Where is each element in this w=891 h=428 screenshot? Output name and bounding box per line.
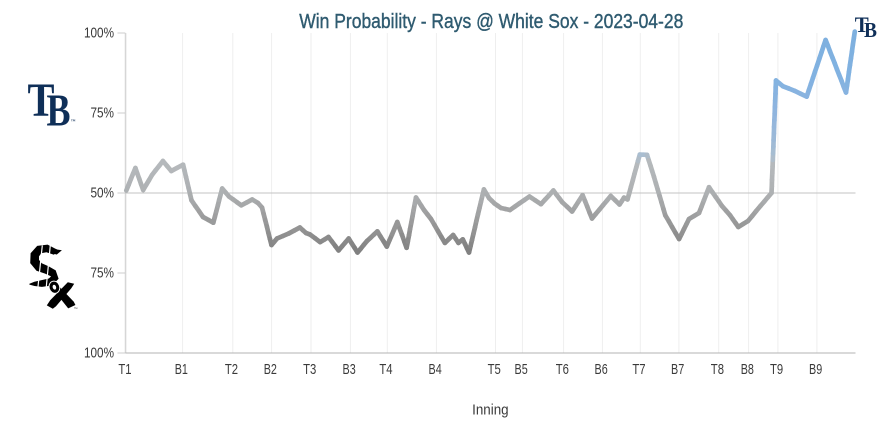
svg-text:Win Probability - Rays @ White: Win Probability - Rays @ White Sox - 202… (299, 11, 683, 33)
svg-text:B6: B6 (595, 361, 608, 378)
svg-text:B5: B5 (515, 361, 528, 378)
svg-text:T5: T5 (488, 361, 501, 378)
svg-text:B2: B2 (264, 361, 277, 378)
svg-text:B9: B9 (809, 361, 822, 378)
svg-text:T9: T9 (770, 361, 783, 378)
svg-text:75%: 75% (91, 265, 115, 282)
svg-text:T2: T2 (225, 361, 238, 378)
svg-text:T: T (855, 12, 869, 37)
svg-text:50%: 50% (91, 185, 115, 202)
svg-text:T3: T3 (303, 361, 316, 378)
svg-text:T4: T4 (379, 361, 392, 378)
svg-text:T6: T6 (556, 361, 569, 378)
svg-text:T8: T8 (711, 361, 724, 378)
svg-text:75%: 75% (91, 105, 115, 122)
svg-text:B3: B3 (343, 361, 356, 378)
svg-text:100%: 100% (84, 25, 114, 42)
svg-text:100%: 100% (84, 345, 114, 362)
svg-text:T: T (28, 74, 55, 127)
svg-text:™: ™ (70, 119, 76, 124)
svg-text:B7: B7 (671, 361, 684, 378)
svg-text:Inning: Inning (472, 402, 509, 419)
svg-text:™: ™ (74, 306, 78, 311)
svg-text:B4: B4 (429, 361, 442, 378)
svg-text:T7: T7 (632, 361, 645, 378)
svg-text:B8: B8 (741, 361, 754, 378)
svg-text:B1: B1 (175, 361, 188, 378)
svg-text:T1: T1 (118, 361, 131, 378)
svg-text:B: B (864, 18, 877, 42)
svg-text:B: B (47, 86, 71, 136)
